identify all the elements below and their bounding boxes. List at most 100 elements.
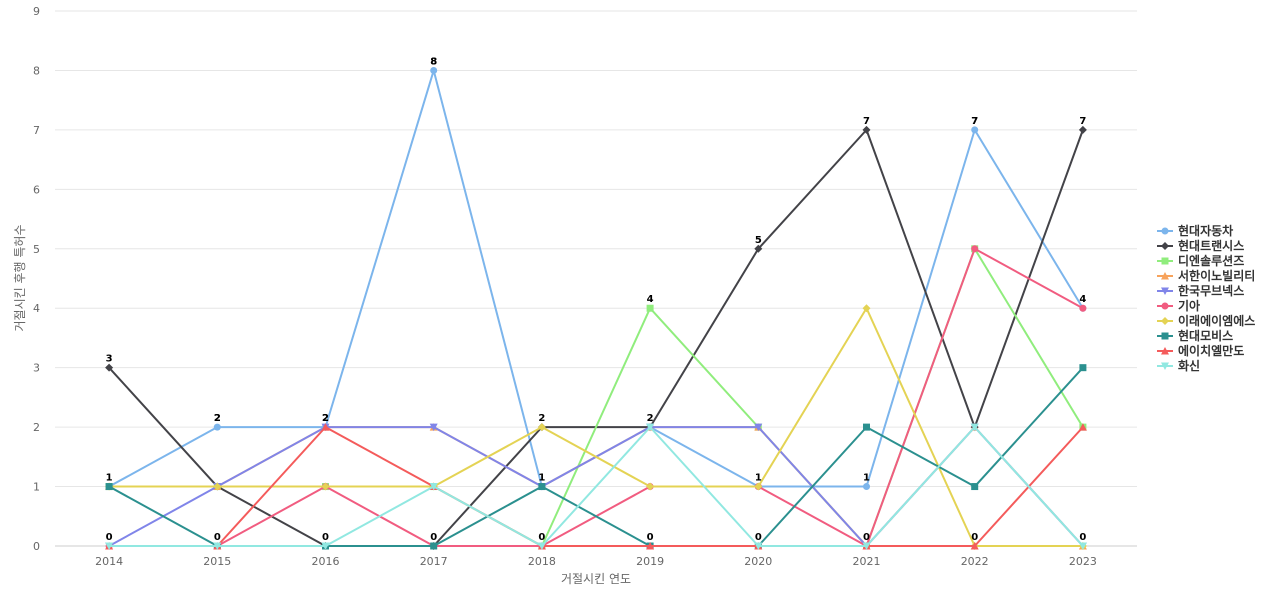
- data-point[interactable]: [213, 423, 221, 431]
- data-point[interactable]: [1079, 364, 1087, 372]
- data-point[interactable]: [862, 542, 871, 551]
- y-tick-label: 2: [33, 421, 40, 434]
- data-point[interactable]: [1078, 542, 1087, 551]
- data-point[interactable]: [321, 423, 330, 431]
- data-point[interactable]: [105, 483, 113, 491]
- data-label: 2: [214, 413, 221, 424]
- data-point[interactable]: [1079, 304, 1087, 312]
- data-point[interactable]: [754, 423, 763, 432]
- series-line: [109, 247, 1084, 547]
- data-point[interactable]: [971, 245, 979, 253]
- y-tick-label: 0: [33, 540, 40, 553]
- data-label: 0: [322, 532, 329, 543]
- legend-label: 현대모비스: [1178, 328, 1233, 343]
- data-point[interactable]: [429, 483, 438, 491]
- data-label: 0: [106, 532, 113, 543]
- data-point[interactable]: [429, 423, 438, 432]
- data-label: 7: [863, 116, 870, 127]
- data-label: 7: [971, 116, 978, 127]
- data-point[interactable]: [754, 542, 763, 551]
- data-label: 2: [647, 413, 654, 424]
- data-point[interactable]: [971, 483, 979, 491]
- x-axis-title: 거절시킨 연도: [561, 572, 631, 586]
- x-axis-ticks: 2014 2015 2016 2017 2018 2019 2020 2021 2022 2023: [95, 555, 1097, 568]
- data-label: 0: [755, 532, 762, 543]
- data-point[interactable]: [970, 542, 979, 550]
- data-point[interactable]: [321, 542, 330, 551]
- y-tick-label: 5: [33, 243, 40, 256]
- y-tick-label: 1: [33, 481, 40, 494]
- legend-item[interactable]: 기아: [1157, 298, 1200, 313]
- data-label: 1: [538, 473, 545, 484]
- legend-marker: [1161, 242, 1169, 250]
- legend-label: 화신: [1178, 358, 1200, 373]
- data-point[interactable]: [646, 304, 654, 312]
- data-point[interactable]: [970, 423, 979, 432]
- x-tick-label: 2018: [528, 555, 556, 568]
- data-point[interactable]: [754, 482, 763, 491]
- data-point[interactable]: [646, 542, 655, 550]
- data-point[interactable]: [105, 542, 114, 551]
- legend-item[interactable]: 현대트랜시스: [1157, 238, 1244, 253]
- data-point[interactable]: [1078, 423, 1087, 431]
- data-point[interactable]: [430, 66, 438, 74]
- data-point[interactable]: [537, 542, 546, 551]
- data-point[interactable]: [1078, 125, 1087, 134]
- data-point[interactable]: [971, 126, 979, 134]
- legend-label: 현대트랜시스: [1178, 238, 1244, 253]
- series-line: [109, 426, 1084, 547]
- x-tick-label: 2017: [420, 555, 448, 568]
- data-point[interactable]: [537, 423, 546, 432]
- legend-label: 에이치엘만도: [1178, 343, 1244, 358]
- x-tick-label: 2014: [95, 555, 123, 568]
- data-label: 7: [1079, 116, 1086, 127]
- data-point[interactable]: [105, 363, 114, 372]
- data-label: 0: [430, 532, 437, 543]
- data-point[interactable]: [430, 542, 438, 550]
- legend-item[interactable]: 화신: [1157, 358, 1200, 373]
- legend-label: 디엔솔루션즈: [1178, 253, 1244, 268]
- y-tick-label: 7: [33, 124, 40, 137]
- legend[interactable]: 현대자동차현대트랜시스디엔솔루션즈서한이노빌리티한국무브넥스기아이래에이엠에스현…: [1157, 223, 1255, 373]
- legend-item[interactable]: 디엔솔루션즈: [1157, 253, 1244, 268]
- y-tick-label: 9: [33, 5, 40, 18]
- legend-label: 서한이노빌리티: [1178, 268, 1255, 283]
- data-point[interactable]: [538, 483, 546, 491]
- data-point[interactable]: [213, 542, 222, 551]
- x-tick-label: 2016: [312, 555, 340, 568]
- legend-marker: [1161, 332, 1169, 340]
- data-point[interactable]: [863, 483, 870, 491]
- data-point[interactable]: [321, 482, 330, 491]
- y-tick-label: 6: [33, 183, 40, 196]
- legend-label: 이래에이엠에스: [1178, 313, 1255, 328]
- legend-label: 현대자동차: [1178, 223, 1233, 238]
- data-point[interactable]: [863, 423, 870, 431]
- legend-item[interactable]: 현대모비스: [1157, 328, 1233, 343]
- data-point[interactable]: [646, 423, 655, 432]
- legend-item[interactable]: 한국무브넥스: [1157, 283, 1244, 298]
- data-label: 2: [214, 413, 221, 424]
- series-line: [109, 247, 1084, 547]
- data-label: 5: [755, 235, 762, 246]
- data-label: 8: [430, 56, 437, 67]
- series-lines: [105, 66, 1087, 551]
- data-point[interactable]: [862, 304, 871, 313]
- data-label: 1: [863, 473, 870, 484]
- legend-item[interactable]: 서한이노빌리티: [1157, 268, 1255, 283]
- legend-item[interactable]: 에이치엘만도: [1157, 343, 1244, 358]
- series-3: [105, 245, 1087, 550]
- data-point[interactable]: [646, 482, 655, 491]
- data-label: 0: [538, 532, 545, 543]
- data-label: 0: [1079, 532, 1086, 543]
- legend-item[interactable]: 현대자동차: [1157, 223, 1233, 238]
- data-point[interactable]: [213, 482, 222, 491]
- data-point[interactable]: [754, 244, 763, 253]
- x-tick-label: 2020: [744, 555, 772, 568]
- data-point[interactable]: [862, 125, 871, 134]
- legend-label: 한국무브넥스: [1178, 283, 1244, 298]
- data-label: 0: [647, 532, 654, 543]
- data-label: 2: [322, 413, 329, 424]
- legend-item[interactable]: 이래에이엠에스: [1157, 313, 1255, 328]
